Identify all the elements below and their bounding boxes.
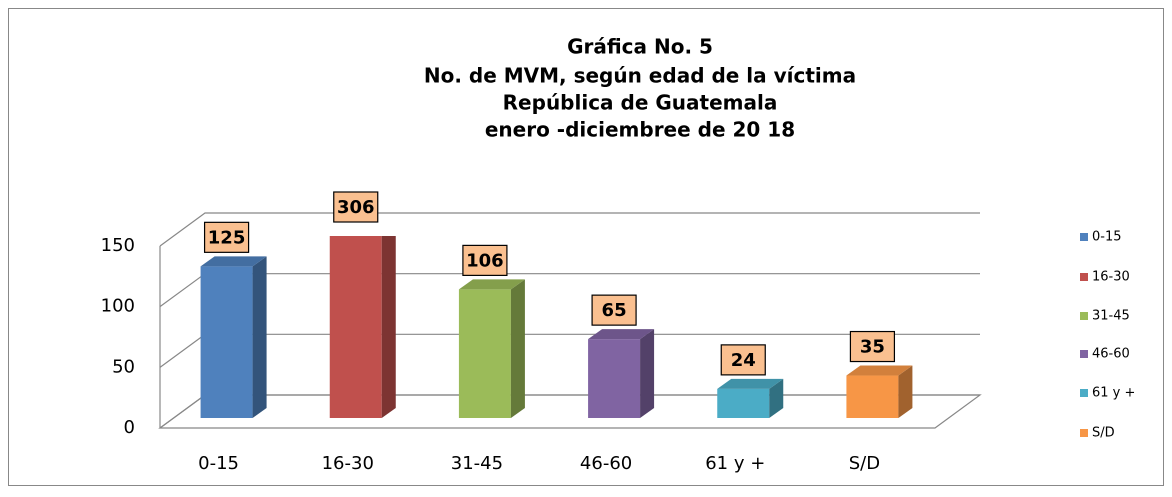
bar-side [381, 236, 396, 418]
bar-top [588, 329, 655, 340]
legend-label: 16-30 [1092, 270, 1130, 285]
legend-swatch [1080, 233, 1088, 241]
data-label-box [849, 330, 896, 363]
bar-front [846, 375, 899, 418]
data-label: 106 [466, 250, 504, 271]
legend-label: 31-45 [1092, 309, 1130, 324]
bar-side [510, 279, 525, 418]
data-label-box [462, 244, 508, 276]
x-tick-label: 46-60 [580, 453, 632, 474]
data-label-box [591, 294, 637, 326]
bar [588, 329, 655, 418]
legend-label: 61 y + [1092, 386, 1135, 401]
chart-title: No. de MVM, según edad de la víctima [424, 64, 856, 88]
legend-swatch [1080, 429, 1088, 437]
bar-front [200, 266, 253, 418]
data-label: 125 [208, 227, 246, 248]
legend-label: 0-15 [1092, 230, 1122, 245]
bar [329, 236, 396, 418]
x-tick-label: S/D [849, 453, 880, 474]
chart-title: Gráfica No. 5 [567, 35, 713, 59]
legend-swatch [1080, 350, 1088, 358]
bar-front [329, 236, 382, 418]
bar-side [769, 378, 784, 418]
y-tick-label: 50 [112, 356, 135, 377]
data-label-box [720, 344, 766, 376]
bar-side [640, 329, 655, 418]
bar-top [717, 378, 784, 389]
data-label-box [203, 221, 250, 253]
data-label: 35 [860, 337, 885, 358]
bar-top [458, 279, 525, 290]
bar-side [252, 256, 267, 418]
legend-swatch [1080, 389, 1088, 397]
legend-swatch [1080, 273, 1088, 281]
data-label: 24 [731, 350, 756, 371]
x-tick-label: 16-30 [322, 453, 374, 474]
chart-title: enero -diciembree de 20 18 [485, 118, 795, 142]
bar [200, 256, 267, 418]
bar [846, 365, 913, 418]
bar-front [717, 388, 770, 418]
data-label: 306 [337, 197, 375, 218]
bar [458, 279, 525, 418]
y-tick-label: 0 [124, 417, 135, 438]
grid-line [159, 212, 980, 247]
x-tick-label: 31-45 [451, 453, 503, 474]
bar-front [458, 289, 511, 418]
legend-label: S/D [1092, 426, 1115, 441]
data-label-box [333, 191, 379, 223]
bar [717, 378, 784, 418]
bar-front [588, 339, 641, 418]
x-tick-label: 0-15 [198, 453, 239, 474]
y-tick-label: 150 [101, 235, 135, 256]
bar-top [846, 365, 913, 376]
y-tick-label: 100 [101, 296, 135, 317]
legend-label: 46-60 [1092, 347, 1130, 362]
legend-swatch [1080, 312, 1088, 320]
data-label: 65 [602, 300, 627, 321]
chart-title: República de Guatemala [503, 91, 778, 115]
x-tick-label: 61 y + [705, 453, 765, 474]
bar-side [898, 365, 913, 418]
bar-top [200, 256, 267, 267]
